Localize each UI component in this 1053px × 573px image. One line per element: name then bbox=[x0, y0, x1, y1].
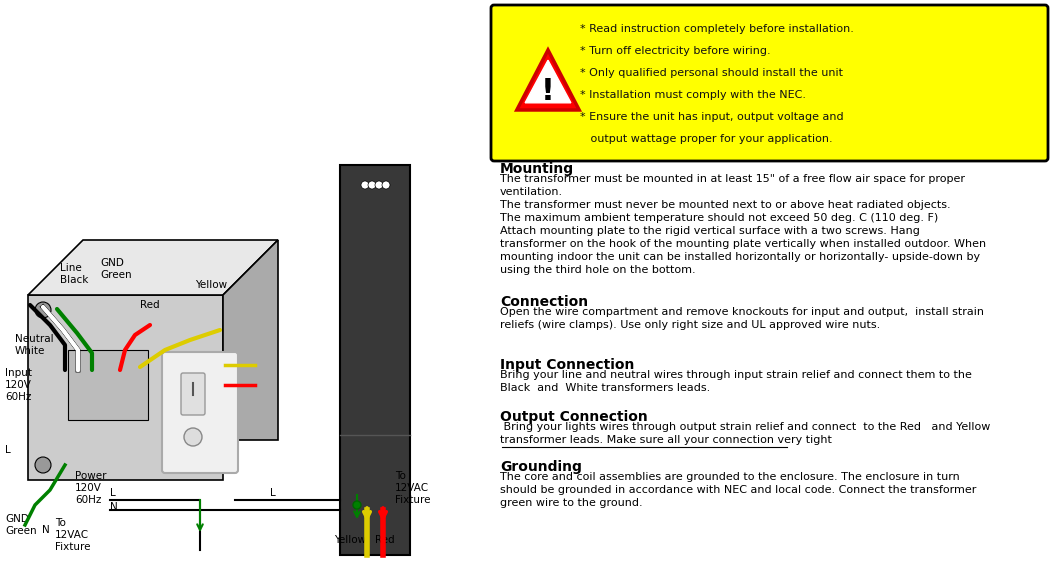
Text: The transformer must be mounted in at least 15" of a free flow air space for pro: The transformer must be mounted in at le… bbox=[500, 174, 965, 184]
Text: L: L bbox=[5, 445, 11, 455]
Text: !: ! bbox=[541, 77, 555, 105]
Polygon shape bbox=[223, 240, 278, 440]
Text: N: N bbox=[110, 502, 118, 512]
Text: Bring your lights wires through output strain relief and connect  to the Red   a: Bring your lights wires through output s… bbox=[500, 422, 991, 432]
Text: Connection: Connection bbox=[500, 295, 589, 309]
Text: The core and coil assemblies are grounded to the enclosure. The enclosure in tur: The core and coil assemblies are grounde… bbox=[500, 472, 959, 482]
Text: Red: Red bbox=[140, 300, 160, 310]
Circle shape bbox=[35, 302, 51, 318]
FancyBboxPatch shape bbox=[162, 352, 238, 473]
Text: N: N bbox=[42, 525, 49, 535]
Circle shape bbox=[361, 181, 369, 189]
Text: GND
Green: GND Green bbox=[100, 258, 132, 280]
Text: * Read instruction completely before installation.: * Read instruction completely before ins… bbox=[580, 24, 854, 34]
Text: Line
Black: Line Black bbox=[60, 264, 88, 285]
Text: Input Connection: Input Connection bbox=[500, 358, 634, 372]
Text: Bring your line and neutral wires through input strain relief and connect them t: Bring your line and neutral wires throug… bbox=[500, 370, 972, 380]
Text: Red: Red bbox=[375, 535, 395, 545]
Text: reliefs (wire clamps). Use only right size and UL approved wire nuts.: reliefs (wire clamps). Use only right si… bbox=[500, 320, 880, 330]
Text: green wire to the ground.: green wire to the ground. bbox=[500, 498, 642, 508]
FancyBboxPatch shape bbox=[491, 5, 1048, 161]
Polygon shape bbox=[525, 60, 571, 103]
Circle shape bbox=[353, 501, 361, 509]
Text: Yellow: Yellow bbox=[195, 280, 227, 290]
Text: GND
Green: GND Green bbox=[5, 514, 37, 536]
Text: * Installation must comply with the NEC.: * Installation must comply with the NEC. bbox=[580, 90, 806, 100]
FancyBboxPatch shape bbox=[181, 373, 205, 415]
Circle shape bbox=[184, 428, 202, 446]
Text: * Only qualified personal should install the unit: * Only qualified personal should install… bbox=[580, 68, 843, 78]
Text: Power
120V
60Hz: Power 120V 60Hz bbox=[75, 472, 106, 505]
Text: Output Connection: Output Connection bbox=[500, 410, 648, 424]
Text: Input
120V
60Hz: Input 120V 60Hz bbox=[5, 368, 32, 402]
FancyBboxPatch shape bbox=[340, 165, 410, 555]
FancyBboxPatch shape bbox=[28, 295, 223, 480]
Text: output wattage proper for your application.: output wattage proper for your applicati… bbox=[580, 134, 833, 144]
Polygon shape bbox=[517, 50, 579, 110]
Text: To
12VAC
Fixture: To 12VAC Fixture bbox=[55, 519, 91, 552]
Text: transformer on the hook of the mounting plate vertically when installed outdoor.: transformer on the hook of the mounting … bbox=[500, 239, 986, 249]
Text: * Turn off electricity before wiring.: * Turn off electricity before wiring. bbox=[580, 46, 771, 56]
Text: L: L bbox=[270, 488, 276, 498]
Text: To
12VAC
Fixture: To 12VAC Fixture bbox=[395, 472, 431, 505]
Text: should be grounded in accordance with NEC and local code. Connect the transforme: should be grounded in accordance with NE… bbox=[500, 485, 976, 495]
Text: transformer leads. Make sure all your connection very tight: transformer leads. Make sure all your co… bbox=[500, 435, 832, 445]
Text: Yellow: Yellow bbox=[334, 535, 366, 545]
FancyBboxPatch shape bbox=[68, 350, 148, 420]
Text: Mounting: Mounting bbox=[500, 162, 574, 176]
Text: L: L bbox=[110, 488, 116, 498]
Circle shape bbox=[35, 457, 51, 473]
Text: Black  and  White transformers leads.: Black and White transformers leads. bbox=[500, 383, 711, 393]
Text: Neutral
White: Neutral White bbox=[15, 334, 54, 356]
Text: The maximum ambient temperature should not exceed 50 deg. C (110 deg. F): The maximum ambient temperature should n… bbox=[500, 213, 938, 223]
Text: Open the wire compartment and remove knockouts for input and output,  install st: Open the wire compartment and remove kno… bbox=[500, 307, 984, 317]
Text: ventilation.: ventilation. bbox=[500, 187, 563, 197]
Text: * Ensure the unit has input, output voltage and: * Ensure the unit has input, output volt… bbox=[580, 112, 843, 122]
Circle shape bbox=[382, 181, 390, 189]
Circle shape bbox=[367, 181, 376, 189]
Polygon shape bbox=[28, 240, 278, 295]
Text: Grounding: Grounding bbox=[500, 460, 582, 474]
Text: The transformer must never be mounted next to or above heat radiated objects.: The transformer must never be mounted ne… bbox=[500, 200, 951, 210]
Text: using the third hole on the bottom.: using the third hole on the bottom. bbox=[500, 265, 696, 275]
Circle shape bbox=[375, 181, 383, 189]
Text: Attach mounting plate to the rigid vertical surface with a two screws. Hang: Attach mounting plate to the rigid verti… bbox=[500, 226, 920, 236]
Text: mounting indoor the unit can be installed horizontally or horizontally- upside-d: mounting indoor the unit can be installe… bbox=[500, 252, 980, 262]
